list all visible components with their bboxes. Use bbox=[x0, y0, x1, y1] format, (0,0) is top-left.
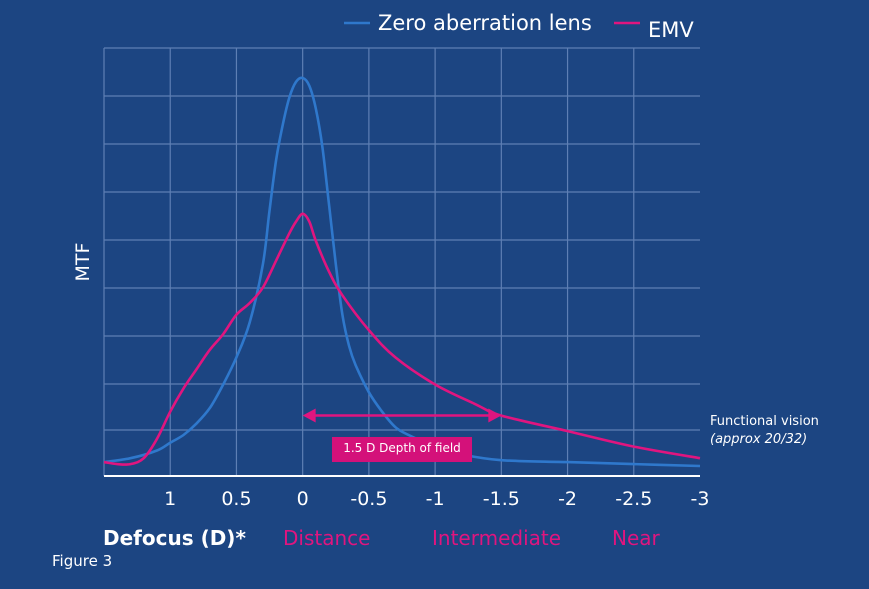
x-tick-label: -1 bbox=[426, 488, 445, 510]
region-label-near: Near bbox=[612, 526, 660, 550]
x-tick-label: -3 bbox=[691, 488, 710, 510]
series-line-zero-aberration bbox=[103, 76, 701, 468]
dof-arrow-head-right bbox=[488, 408, 502, 423]
x-tick-label: 1 bbox=[164, 488, 176, 510]
series-line-emv bbox=[103, 212, 701, 466]
depth-of-field-badge: 1.5 D Depth of field bbox=[332, 437, 472, 462]
x-axis-label: Defocus (D)* bbox=[103, 526, 246, 550]
x-tick-label: -2.5 bbox=[615, 488, 652, 510]
x-tick-label: 0 bbox=[297, 488, 309, 510]
region-label-distance: Distance bbox=[283, 526, 371, 550]
x-tick-label: -2 bbox=[558, 488, 577, 510]
legend: Zero aberration lens EMV bbox=[344, 11, 694, 42]
x-tick-label: -1.5 bbox=[483, 488, 520, 510]
x-tick-label: 0.5 bbox=[221, 488, 251, 510]
chart-grid bbox=[103, 47, 700, 477]
legend-label-emv: EMV bbox=[648, 18, 694, 42]
functional-vision-label: Functional vision bbox=[710, 414, 819, 429]
depth-of-field-arrow bbox=[302, 408, 502, 423]
y-axis-label: MTF bbox=[72, 243, 94, 282]
figure-label: Figure 3 bbox=[52, 552, 113, 570]
functional-vision-acuity: (approx 20/32) bbox=[710, 432, 808, 447]
x-tick-label: -0.5 bbox=[350, 488, 387, 510]
region-label-intermediate: Intermediate bbox=[432, 526, 562, 550]
depth-of-field-label: 1.5 D Depth of field bbox=[343, 441, 461, 455]
x-axis-ticks: 1 0.5 0 -0.5 -1 -1.5 -2 -2.5 -3 bbox=[164, 488, 709, 510]
legend-label-zero-aberration: Zero aberration lens bbox=[378, 11, 592, 35]
dof-arrow-head-left bbox=[302, 408, 316, 423]
series-layer bbox=[103, 76, 701, 468]
